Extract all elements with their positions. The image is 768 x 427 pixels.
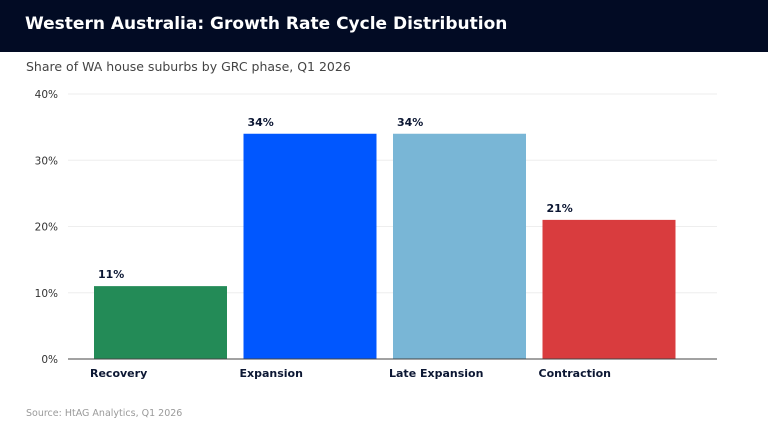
chart-subtitle: Share of WA house suburbs by GRC phase, …	[26, 59, 351, 74]
data-label: 34%	[248, 116, 274, 129]
data-label: 11%	[98, 268, 124, 281]
bars: 11% 34% 34% 21%	[94, 116, 676, 359]
data-label: 21%	[547, 202, 573, 215]
data-label: 34%	[397, 116, 423, 129]
x-tick-label: Late Expansion	[389, 367, 483, 380]
axes: 0% 10% 20% 30% 40% Recovery Expansion Late Expa…	[35, 89, 717, 380]
header-bar: Western Australia: Growth Rate Cycle Dis…	[0, 0, 768, 52]
chart-title: Western Australia: Growth Rate Cycle Dis…	[25, 14, 508, 34]
y-tick-label: 0%	[41, 354, 58, 366]
x-tick-label: Recovery	[90, 367, 147, 380]
x-tick-label: Expansion	[240, 367, 303, 380]
bar-late-expansion	[393, 133, 526, 359]
bar-recovery	[94, 286, 227, 359]
y-tick-label: 10%	[35, 288, 58, 300]
source-note: Source: HtAG Analytics, Q1 2026	[26, 408, 183, 419]
bar-contraction	[542, 219, 676, 359]
y-tick-label: 30%	[35, 155, 58, 167]
x-tick-label: Contraction	[539, 367, 612, 380]
bar-expansion	[243, 133, 377, 359]
y-tick-label: 40%	[35, 89, 58, 101]
y-tick-label: 20%	[35, 222, 58, 234]
